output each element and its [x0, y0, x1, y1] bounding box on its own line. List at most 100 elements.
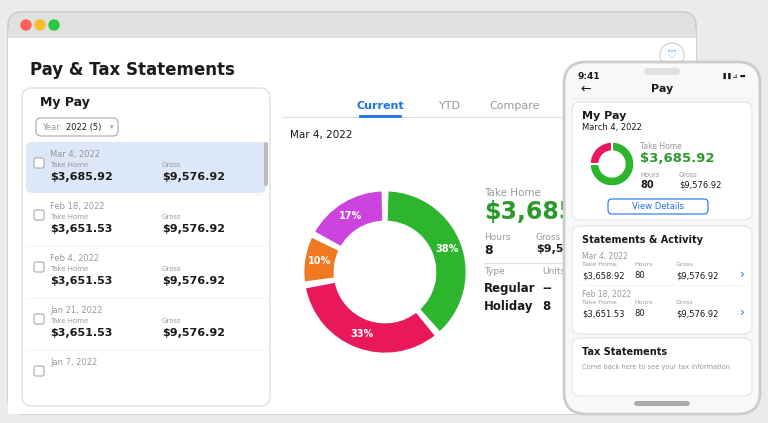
Text: $9,576.92: $9,576.92: [676, 309, 718, 318]
Text: Holiday: Holiday: [484, 300, 534, 313]
FancyBboxPatch shape: [572, 338, 752, 396]
Text: Gross: Gross: [162, 266, 181, 272]
Text: ›: ›: [740, 305, 744, 319]
Text: $9,576.92: $9,576.92: [536, 244, 599, 254]
Text: Mar 4, 2022: Mar 4, 2022: [50, 150, 100, 159]
Text: $3,685.92: $3,685.92: [484, 200, 617, 224]
Text: Take Home: Take Home: [582, 262, 617, 267]
Text: Take Home: Take Home: [50, 266, 88, 272]
Text: Hours: Hours: [640, 172, 660, 178]
Text: $3,651.53: $3,651.53: [50, 276, 112, 286]
Text: Regular: Regular: [484, 282, 535, 295]
Text: Pay: Pay: [650, 84, 673, 94]
Text: --: --: [594, 300, 603, 310]
Circle shape: [337, 224, 433, 320]
FancyBboxPatch shape: [8, 390, 696, 414]
Wedge shape: [590, 142, 634, 186]
Circle shape: [49, 20, 59, 30]
Text: My Pay: My Pay: [40, 96, 90, 109]
Text: Type: Type: [484, 267, 505, 276]
Text: Gross: Gross: [536, 233, 561, 242]
Text: $9,576.92: $9,576.92: [162, 276, 225, 286]
Text: 80: 80: [634, 271, 644, 280]
Text: 17%: 17%: [339, 211, 362, 220]
Text: $3,658.92: $3,658.92: [582, 271, 624, 280]
Text: Hours: Hours: [484, 233, 511, 242]
Text: Take Home: Take Home: [484, 188, 541, 198]
Text: Pay & Tax Statements: Pay & Tax Statements: [30, 61, 235, 79]
FancyBboxPatch shape: [34, 366, 44, 376]
FancyBboxPatch shape: [22, 88, 270, 406]
Text: Current: Current: [356, 101, 404, 111]
FancyBboxPatch shape: [34, 262, 44, 272]
FancyBboxPatch shape: [8, 12, 696, 38]
Text: ▐▐ ⊿ ▬: ▐▐ ⊿ ▬: [721, 73, 746, 79]
Text: Gross: Gross: [676, 262, 694, 267]
Text: ▾: ▾: [110, 124, 114, 130]
Text: Hours: Hours: [634, 262, 653, 267]
Wedge shape: [590, 142, 612, 164]
Text: Mar 4, 2022: Mar 4, 2022: [582, 252, 627, 261]
Text: Feb 18, 2022: Feb 18, 2022: [50, 202, 104, 211]
Text: 38%: 38%: [435, 244, 458, 254]
Text: Take Home: Take Home: [50, 318, 88, 324]
FancyBboxPatch shape: [26, 142, 266, 193]
Circle shape: [660, 43, 684, 67]
Text: Take Home: Take Home: [640, 142, 682, 151]
Text: ♡: ♡: [667, 50, 677, 60]
Text: Gross: Gross: [162, 162, 181, 168]
FancyBboxPatch shape: [572, 102, 752, 220]
FancyBboxPatch shape: [34, 210, 44, 220]
Text: Gross: Gross: [162, 214, 181, 220]
Text: Statements & Activity: Statements & Activity: [582, 235, 703, 245]
Text: Rate: Rate: [594, 267, 614, 276]
Text: Mar 4, 2022: Mar 4, 2022: [290, 130, 353, 140]
FancyBboxPatch shape: [34, 314, 44, 324]
Wedge shape: [313, 190, 384, 248]
FancyBboxPatch shape: [644, 68, 680, 75]
Text: Feb 4, 2022: Feb 4, 2022: [50, 254, 99, 263]
Wedge shape: [304, 281, 436, 354]
FancyBboxPatch shape: [34, 158, 44, 168]
Text: 2022 (5): 2022 (5): [66, 123, 101, 132]
Text: YTD: YTD: [439, 101, 461, 111]
FancyBboxPatch shape: [8, 38, 696, 414]
Text: ›: ›: [740, 267, 744, 280]
Text: $9,576.92: $9,576.92: [676, 271, 718, 280]
Text: 10%: 10%: [308, 256, 332, 266]
Text: 8: 8: [542, 300, 550, 313]
Text: $9,57: $9,57: [594, 282, 629, 292]
Text: Compare: Compare: [490, 101, 540, 111]
Text: 80: 80: [634, 309, 644, 318]
Text: Units: Units: [542, 267, 565, 276]
Text: March 4, 2022: March 4, 2022: [582, 123, 642, 132]
Text: $9,576.92: $9,576.92: [162, 172, 225, 182]
Text: --: --: [542, 282, 551, 295]
Text: Year: Year: [42, 123, 60, 132]
Text: Gross: Gross: [676, 300, 694, 305]
FancyBboxPatch shape: [8, 30, 696, 40]
FancyBboxPatch shape: [564, 62, 760, 414]
Text: 80: 80: [640, 180, 654, 190]
Text: Come back here to see your tax information: Come back here to see your tax informati…: [582, 364, 730, 370]
Text: $3,651.53: $3,651.53: [582, 309, 624, 318]
Text: Hours: Hours: [634, 300, 653, 305]
Text: $3,685.92: $3,685.92: [50, 172, 113, 182]
Text: 9:41: 9:41: [578, 71, 601, 80]
Text: My Pay: My Pay: [582, 111, 627, 121]
Text: Take Home: Take Home: [50, 162, 88, 168]
FancyBboxPatch shape: [36, 118, 118, 136]
Text: $9,576.92: $9,576.92: [162, 328, 225, 338]
Text: 33%: 33%: [350, 329, 374, 339]
FancyBboxPatch shape: [572, 226, 752, 334]
FancyBboxPatch shape: [608, 199, 708, 214]
Text: Jan 7, 2022: Jan 7, 2022: [50, 358, 98, 367]
Text: ←: ←: [580, 82, 591, 96]
Text: $3,685.92: $3,685.92: [640, 152, 714, 165]
Circle shape: [35, 20, 45, 30]
Text: $9,576.92: $9,576.92: [679, 180, 721, 189]
Text: Gross: Gross: [162, 318, 181, 324]
Circle shape: [600, 152, 624, 176]
Text: Take Home: Take Home: [50, 214, 88, 220]
Text: Jan 21, 2022: Jan 21, 2022: [50, 306, 102, 315]
